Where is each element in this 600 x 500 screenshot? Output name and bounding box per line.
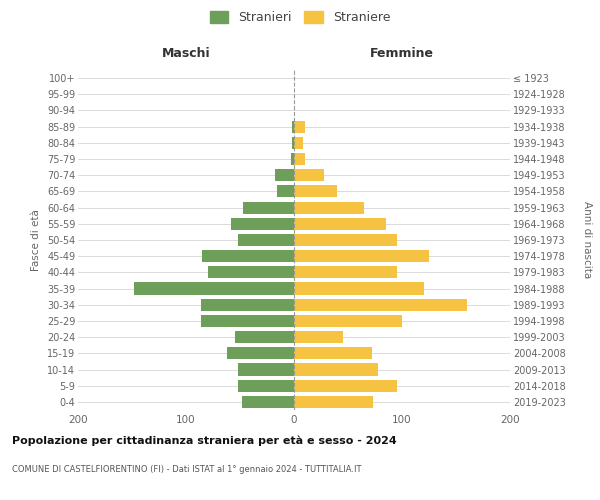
Bar: [294, 218, 386, 230]
Bar: [294, 153, 305, 165]
Bar: [294, 202, 364, 213]
Bar: [294, 380, 397, 392]
Bar: [235, 331, 294, 343]
Bar: [294, 396, 373, 408]
Bar: [242, 396, 294, 408]
Bar: [294, 186, 337, 198]
Bar: [294, 315, 402, 327]
Bar: [201, 298, 294, 311]
Bar: [134, 282, 294, 294]
Bar: [294, 282, 424, 294]
Y-axis label: Fasce di età: Fasce di età: [31, 209, 41, 271]
Bar: [202, 250, 294, 262]
Bar: [294, 364, 378, 376]
Bar: [294, 234, 397, 246]
Text: Femmine: Femmine: [370, 47, 434, 60]
Bar: [238, 380, 294, 392]
Bar: [294, 348, 372, 360]
Bar: [294, 250, 429, 262]
Bar: [294, 120, 305, 132]
Bar: [232, 218, 294, 230]
Bar: [294, 169, 324, 181]
Bar: [294, 298, 467, 311]
Bar: [292, 120, 294, 132]
Text: COMUNE DI CASTELFIORENTINO (FI) - Dati ISTAT al 1° gennaio 2024 - TUTTITALIA.IT: COMUNE DI CASTELFIORENTINO (FI) - Dati I…: [12, 465, 361, 474]
Text: Popolazione per cittadinanza straniera per età e sesso - 2024: Popolazione per cittadinanza straniera p…: [12, 435, 397, 446]
Text: Maschi: Maschi: [161, 47, 211, 60]
Y-axis label: Anni di nascita: Anni di nascita: [583, 202, 592, 278]
Bar: [238, 234, 294, 246]
Bar: [292, 137, 294, 149]
Bar: [294, 137, 302, 149]
Bar: [291, 153, 294, 165]
Bar: [294, 331, 343, 343]
Bar: [243, 202, 294, 213]
Bar: [275, 169, 294, 181]
Bar: [227, 348, 294, 360]
Legend: Stranieri, Straniere: Stranieri, Straniere: [205, 6, 395, 29]
Bar: [238, 364, 294, 376]
Bar: [277, 186, 294, 198]
Bar: [201, 315, 294, 327]
Bar: [208, 266, 294, 278]
Bar: [294, 266, 397, 278]
